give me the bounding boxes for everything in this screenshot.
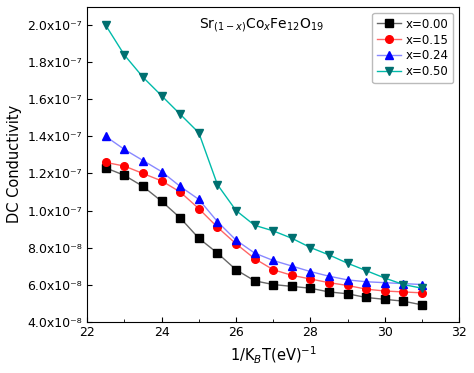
x=0.15 [345, 283, 350, 288]
x=0.24 [364, 279, 369, 284]
x=0.50 [382, 276, 388, 280]
X-axis label: 1/K$_{B}$T(eV)$^{-1}$: 1/K$_{B}$T(eV)$^{-1}$ [230, 345, 317, 366]
Text: Sr$_{(1-x)}$Co$_x$Fe$_{12}$O$_{19}$: Sr$_{(1-x)}$Co$_x$Fe$_{12}$O$_{19}$ [199, 16, 324, 34]
x=0.24 [252, 251, 257, 255]
x=0.00 [233, 267, 239, 272]
x=0.00 [140, 184, 146, 189]
x=0.00 [308, 286, 313, 291]
x=0.15 [270, 267, 276, 272]
x=0.00 [326, 290, 332, 294]
x=0.15 [326, 280, 332, 285]
x=0.15 [233, 242, 239, 246]
x=0.24 [159, 169, 164, 174]
x=0.24 [308, 269, 313, 274]
x=0.50 [270, 229, 276, 233]
x=0.50 [308, 245, 313, 250]
x=0.24 [270, 258, 276, 263]
Line: x=0.00: x=0.00 [102, 164, 426, 309]
x=0.50 [140, 75, 146, 79]
x=0.50 [122, 53, 128, 57]
x=0.00 [177, 216, 183, 220]
x=0.15 [215, 225, 220, 229]
x=0.24 [196, 197, 201, 202]
x=0.24 [140, 158, 146, 163]
x=0.15 [122, 164, 128, 168]
x=0.24 [382, 280, 388, 285]
x=0.15 [159, 179, 164, 183]
x=0.50 [215, 182, 220, 187]
x=0.15 [140, 171, 146, 176]
x=0.50 [103, 23, 109, 28]
x=0.15 [401, 290, 406, 294]
x=0.00 [159, 199, 164, 204]
x=0.50 [401, 282, 406, 287]
Line: x=0.15: x=0.15 [102, 159, 426, 297]
x=0.24 [233, 238, 239, 242]
x=0.00 [401, 299, 406, 303]
x=0.00 [345, 292, 350, 296]
x=0.15 [252, 256, 257, 261]
x=0.00 [270, 282, 276, 287]
x=0.24 [122, 147, 128, 152]
x=0.00 [215, 251, 220, 255]
x=0.50 [177, 112, 183, 116]
x=0.24 [215, 219, 220, 224]
x=0.15 [103, 160, 109, 164]
x=0.15 [177, 190, 183, 194]
x=0.50 [345, 261, 350, 266]
x=0.00 [364, 295, 369, 300]
Line: x=0.24: x=0.24 [102, 133, 426, 288]
x=0.24 [103, 134, 109, 139]
x=0.00 [103, 166, 109, 170]
x=0.50 [196, 131, 201, 135]
x=0.50 [326, 253, 332, 257]
x=0.24 [177, 184, 183, 189]
x=0.15 [308, 277, 313, 281]
x=0.24 [326, 274, 332, 278]
x=0.00 [122, 173, 128, 178]
x=0.00 [382, 297, 388, 301]
x=0.50 [419, 286, 425, 291]
x=0.00 [252, 279, 257, 283]
Legend: x=0.00, x=0.15, x=0.24, x=0.50: x=0.00, x=0.15, x=0.24, x=0.50 [373, 13, 453, 83]
x=0.24 [419, 282, 425, 287]
x=0.50 [289, 236, 295, 241]
x=0.50 [233, 208, 239, 213]
Y-axis label: DC Conductivity: DC Conductivity [7, 105, 22, 223]
x=0.24 [289, 264, 295, 268]
x=0.15 [382, 289, 388, 293]
x=0.15 [196, 206, 201, 211]
x=0.00 [289, 284, 295, 289]
x=0.24 [345, 278, 350, 282]
x=0.15 [289, 273, 295, 278]
x=0.15 [364, 287, 369, 291]
x=0.00 [196, 236, 201, 241]
Line: x=0.50: x=0.50 [102, 22, 426, 292]
x=0.50 [252, 223, 257, 228]
x=0.24 [401, 281, 406, 286]
x=0.00 [419, 303, 425, 307]
x=0.15 [419, 291, 425, 295]
x=0.50 [159, 94, 164, 98]
x=0.50 [364, 269, 369, 273]
